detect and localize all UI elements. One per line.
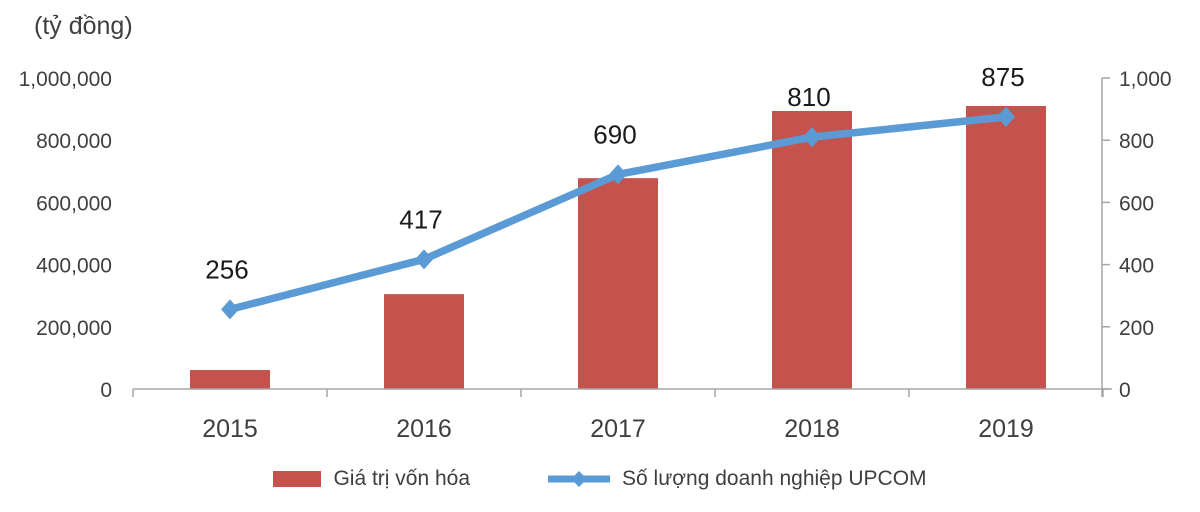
left-axis-tick-label: 600,000 (36, 192, 112, 215)
left-axis-tick-label: 400,000 (36, 255, 112, 278)
line-data-label: 875 (981, 62, 1024, 92)
line-data-label: 690 (593, 119, 636, 149)
x-axis-category-label: 2019 (978, 415, 1034, 443)
x-axis-category-label: 2016 (396, 415, 452, 443)
right-axis-tick-label: 400 (1119, 255, 1154, 278)
left-axis-tick-label: 0 (100, 379, 112, 402)
right-axis-tick-label: 1,000 (1119, 68, 1172, 91)
x-axis-category-label: 2017 (590, 415, 646, 443)
legend-diamond-marker (571, 471, 588, 487)
bar-2019 (966, 105, 1046, 390)
line-series-legend-label: Số lượng doanh nghiệp UPCOM (622, 467, 927, 490)
left-axis-unit-label: (tỷ đồng) (34, 12, 133, 40)
right-axis-tick-label: 600 (1119, 192, 1154, 215)
line-marker-diamond (221, 299, 239, 320)
left-axis-tick-label: 1,000,000 (19, 68, 112, 91)
line-data-label: 810 (787, 82, 830, 112)
legend-item-bar-series: Giá trị vốn hóa (273, 467, 470, 491)
legend-item-line-series: Số lượng doanh nghiệp UPCOM (548, 467, 927, 491)
bar-2017 (578, 178, 658, 389)
x-axis-category-label: 2015 (202, 415, 258, 443)
line-series-swatch (548, 469, 611, 489)
right-axis-tick-label: 800 (1119, 130, 1154, 153)
bar-series-legend-label: Giá trị vốn hóa (333, 467, 471, 490)
legend: Giá trị vốn hóa Số lượng doanh nghiệp UP… (0, 463, 1200, 495)
line-data-label: 417 (399, 204, 442, 234)
left-axis-tick-label: 800,000 (36, 130, 112, 153)
x-axis-category-label: 2018 (784, 415, 840, 443)
left-axis-tick-label: 200,000 (36, 317, 112, 340)
line-marker-icon (548, 471, 611, 487)
line-data-label: 256 (205, 254, 248, 284)
line-marker-diamond (415, 249, 433, 270)
bar-2016 (384, 294, 464, 389)
bar-series-swatch (273, 471, 322, 487)
line-marker-diamond (997, 106, 1015, 127)
line-marker-diamond (803, 127, 821, 148)
right-axis-tick-label: 0 (1119, 379, 1131, 402)
right-axis-tick-label: 200 (1119, 317, 1154, 340)
bar-2018 (772, 110, 852, 389)
bar-2015 (190, 370, 270, 389)
line-marker-diamond (609, 164, 627, 185)
